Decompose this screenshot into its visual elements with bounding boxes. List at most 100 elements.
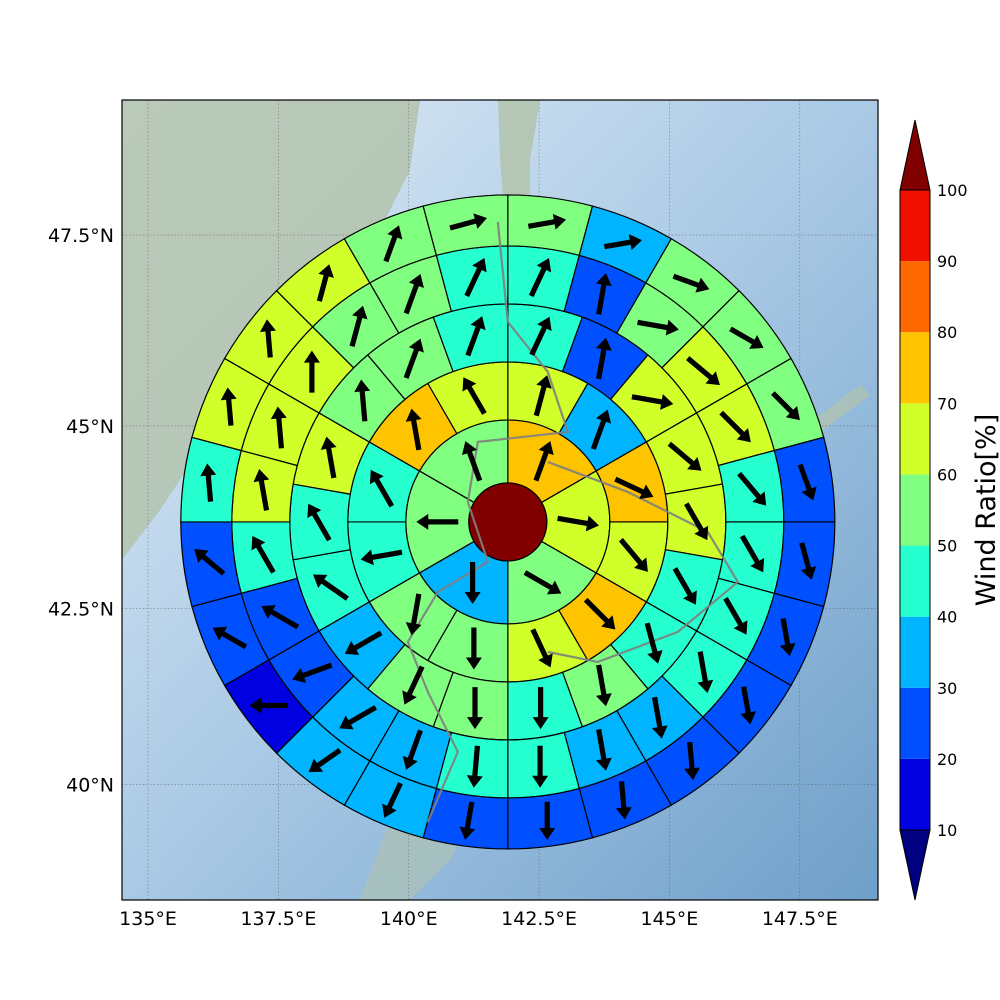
y-tick-label: 47.5°N xyxy=(48,225,114,247)
x-axis-ticks: 135°E 137.5°E 140°E 142.5°E 145°E 147.5°E xyxy=(119,908,838,930)
wind-arrow-ring4-sector7 xyxy=(723,597,748,635)
wind-arrow-ring3-sector16 xyxy=(403,338,424,379)
wind-arrow-ring3-sector14 xyxy=(320,436,337,479)
x-tick-label: 140°E xyxy=(380,908,438,930)
wind-arrow-ring1-sector1 xyxy=(557,515,599,532)
wind-arrow-ring2-sector7 xyxy=(405,593,422,636)
wind-arrow-ring5-sector2 xyxy=(672,273,710,293)
colorbar-bin xyxy=(900,758,930,830)
wind-arrow-ring1-sector5 xyxy=(462,441,483,482)
wind-arrow-ring5-sector16 xyxy=(212,626,248,650)
wind-arrow-ring5-sector14 xyxy=(308,748,342,773)
wind-arrow-ring5-sector15 xyxy=(249,697,288,714)
colorbar-tick-label: 70 xyxy=(937,394,957,413)
wind-arrow-ring5-sector17 xyxy=(194,549,226,576)
wind-arrow-ring3-sector10 xyxy=(402,665,425,705)
colorbar-bin xyxy=(900,190,930,262)
wind-arrow-ring3-sector11 xyxy=(344,630,383,655)
wind-arrow-ring4-sector11 xyxy=(532,745,549,788)
wind-arrow-ring4-sector14 xyxy=(339,705,377,730)
wind-arrow-ring4-sector0 xyxy=(528,257,552,298)
wind-arrow-ring3-sector9 xyxy=(467,687,483,730)
wind-arrow-ring3-sector8 xyxy=(532,687,549,730)
wind-arrow-ring5-sector23 xyxy=(449,213,487,231)
colorbar-bin xyxy=(900,332,930,404)
wind-arrow-ring1-sector2 xyxy=(523,570,562,595)
colorbar-tick-label: 100 xyxy=(937,181,968,200)
wind-vectors xyxy=(194,213,817,841)
wind-arrow-ring4-sector13 xyxy=(402,729,423,770)
wind-arrow-ring4-sector16 xyxy=(261,605,300,630)
colorbar-bin xyxy=(900,403,930,475)
wind-arrow-ring1-sector3 xyxy=(464,562,481,604)
wind-arrow-ring2-sector0 xyxy=(533,375,552,417)
wind-arrow-ring2-sector2 xyxy=(614,476,654,500)
y-tick-label: 45°N xyxy=(66,416,114,438)
wind-arrow-ring4-sector20 xyxy=(303,350,320,393)
colorbar-bin xyxy=(900,616,930,688)
wind-arrow-ring4-sector9 xyxy=(651,696,668,739)
map-frame xyxy=(121,99,879,901)
colorbar-tick-label: 30 xyxy=(937,679,957,698)
x-tick-label: 135°E xyxy=(119,908,177,930)
sector-ring5-6 xyxy=(773,521,836,608)
wind-arrow-ring4-sector8 xyxy=(697,651,714,693)
sector-ring5-11 xyxy=(507,787,594,850)
wind-arrow-ring2-sector10 xyxy=(405,408,422,451)
wind-arrow-ring1-sector4 xyxy=(416,513,459,530)
wind-arrow-ring4-sector5 xyxy=(737,471,767,506)
wind-arrow-ring5-sector13 xyxy=(382,782,403,818)
wind-arrow-ring3-sector13 xyxy=(307,503,332,542)
wind-arrow-ring5-sector8 xyxy=(740,686,757,725)
coastline xyxy=(406,221,740,823)
wind-arrow-ring4-sector21 xyxy=(349,305,368,347)
wind-arrow-ring3-sector6 xyxy=(644,622,663,664)
y-axis-ticks: 40°N 42.5°N 45°N 47.5°N xyxy=(48,225,114,796)
wind-arrow-ring3-sector7 xyxy=(595,664,612,707)
wind-arrow-ring5-sector19 xyxy=(220,387,237,426)
wind-arrow-ring2-sector8 xyxy=(360,549,403,566)
colorbar-label: Wind Ratio[%] xyxy=(971,414,1000,606)
wind-arrow-ring2-sector9 xyxy=(369,469,395,508)
wind-arrow-ring2-sector11 xyxy=(462,377,487,415)
wind-arrow-ring4-sector19 xyxy=(270,406,287,449)
colorbar-tick-label: 60 xyxy=(937,465,957,484)
x-tick-label: 147.5°E xyxy=(762,908,838,930)
wind-arrow-ring4-sector3 xyxy=(686,356,720,386)
colorbar-bin xyxy=(900,261,930,333)
colorbar-bin xyxy=(900,545,930,617)
center-cell xyxy=(468,482,548,562)
wind-arrow-ring2-sector6 xyxy=(465,627,482,670)
wind-arrow-ring4-sector10 xyxy=(595,728,612,771)
wind-arrow-ring4-sector1 xyxy=(595,273,612,315)
sector-ring5-12 xyxy=(422,787,509,850)
wind-arrow-ring4-sector23 xyxy=(464,257,487,298)
wind-arrow-ring4-sector22 xyxy=(403,273,424,315)
sector-ring5-0 xyxy=(507,194,594,257)
x-tick-label: 137.5°E xyxy=(240,908,316,930)
wind-arrow-ring3-sector4 xyxy=(684,502,709,541)
wind-arrow-ring3-sector2 xyxy=(631,394,674,410)
wind-arrow-ring4-sector15 xyxy=(292,662,333,683)
colorbar-bin xyxy=(900,687,930,759)
wind-arrow-ring4-sector2 xyxy=(637,319,679,336)
wind-arrow-ring5-sector20 xyxy=(260,319,276,358)
sector-rings xyxy=(180,194,836,850)
wind-arrow-ring2-sector3 xyxy=(618,538,648,572)
colorbar-extend-max xyxy=(899,119,931,191)
colorbar-extend-min xyxy=(899,829,931,901)
wind-arrow-ring3-sector5 xyxy=(672,567,697,605)
colorbar-tick-label: 20 xyxy=(937,750,957,769)
wind-arrow-ring4-sector4 xyxy=(719,410,751,443)
wind-arrow-ring5-sector3 xyxy=(729,326,764,349)
wind-arrow-ring5-sector0 xyxy=(527,213,567,230)
wind-arrow-ring2-sector4 xyxy=(583,597,616,630)
wind-arrow-ring5-sector4 xyxy=(771,391,800,421)
colorbar-tick-label: 10 xyxy=(937,821,957,840)
wind-arrow-ring5-sector6 xyxy=(799,542,817,580)
wind-arrow-ring5-sector5 xyxy=(797,463,817,501)
wind-arrow-ring5-sector12 xyxy=(459,801,476,840)
wind-arrow-ring5-sector7 xyxy=(779,618,796,657)
wind-arrow-ring2-sector1 xyxy=(590,409,612,450)
